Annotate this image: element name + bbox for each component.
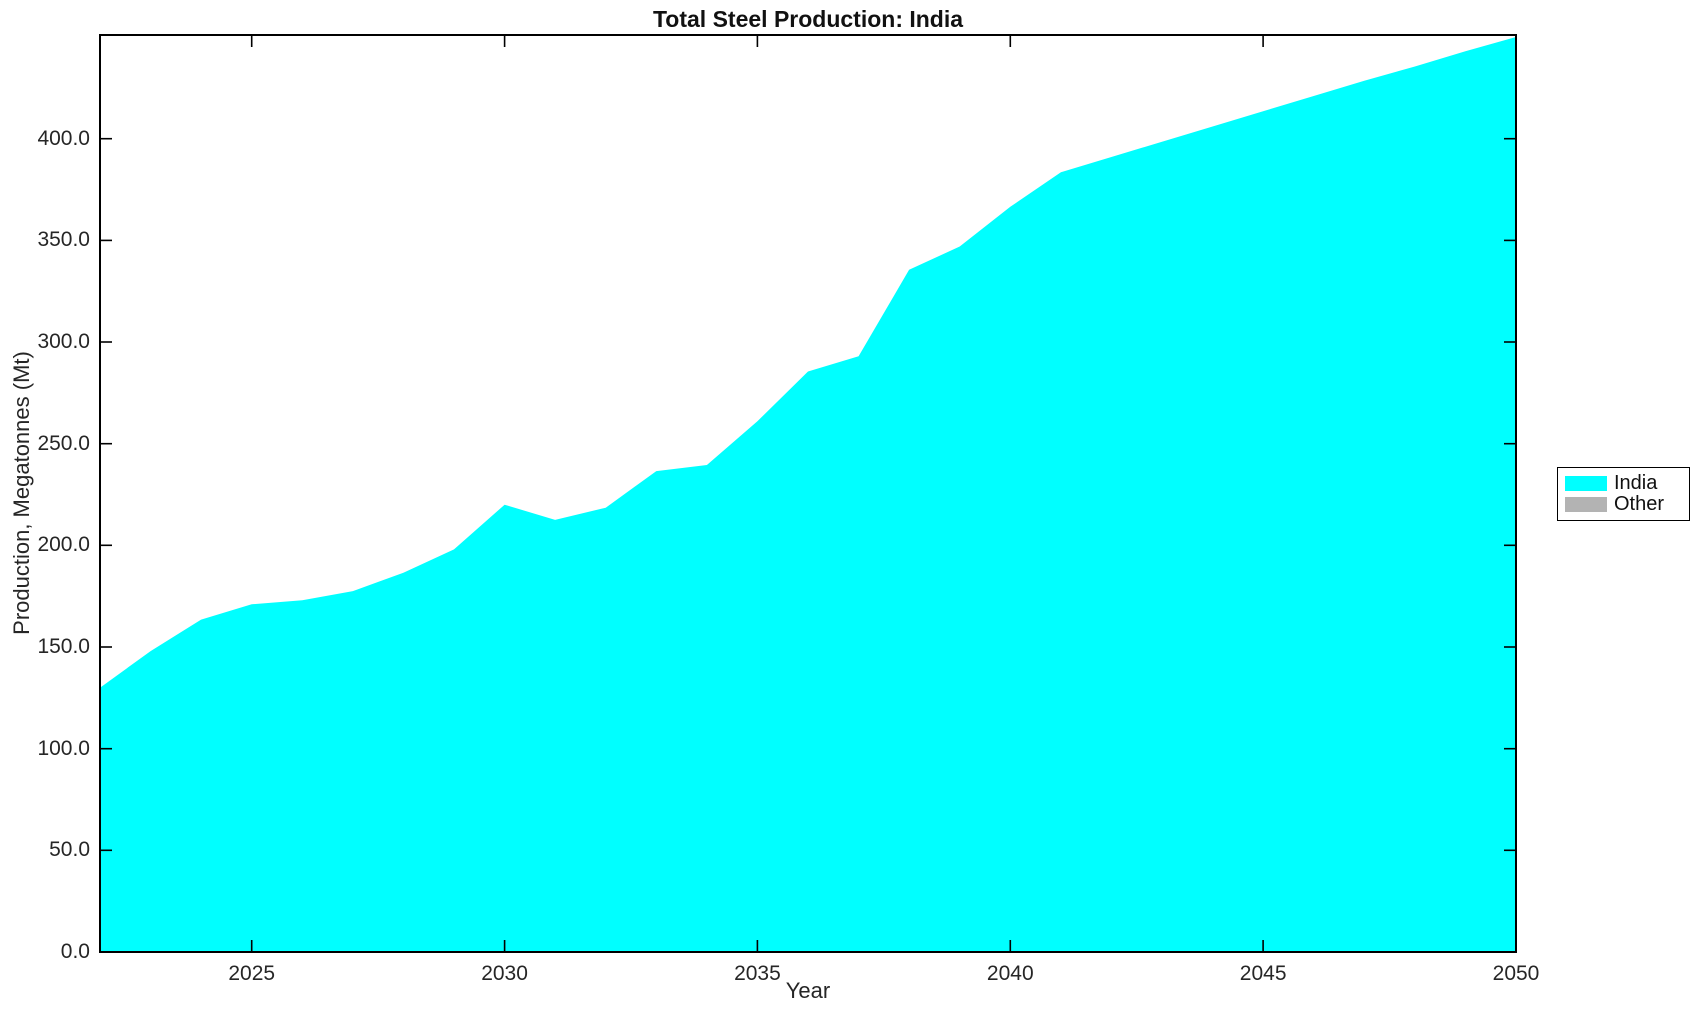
x-tick-label: 2035 [734,962,781,985]
x-tick-label: 2050 [1492,962,1540,985]
legend: India Other [1557,467,1690,521]
legend-swatch-india [1565,476,1607,491]
axes-frame [99,34,1517,953]
y-tick-label: 300.0 [37,330,90,354]
x-tick-label: 2025 [228,962,276,985]
x-axis-label: Year [785,978,831,1003]
chart-title: Total Steel Production: India [652,6,964,32]
legend-item-india: India [1565,472,1681,494]
y-tick-label: 350.0 [37,228,90,252]
y-tick-label: 0.0 [60,940,90,963]
y-tick-label: 250.0 [37,431,90,455]
legend-label: India [1614,472,1658,494]
y-tick-label: 200.0 [37,533,90,557]
y-tick-label: 50.0 [49,838,90,862]
legend-label: Other [1614,493,1665,515]
legend-item-other: Other [1565,493,1681,515]
y-tick-label: 150.0 [37,635,90,658]
area-series-india [100,37,1516,952]
legend-swatch-other [1565,497,1607,512]
y-tick-label: 100.0 [37,736,90,760]
x-tick-label: 2045 [1239,962,1287,985]
x-tick-label: 2040 [986,962,1034,985]
x-tick-label: 2030 [481,962,528,985]
y-tick-label: 400.0 [37,126,90,150]
